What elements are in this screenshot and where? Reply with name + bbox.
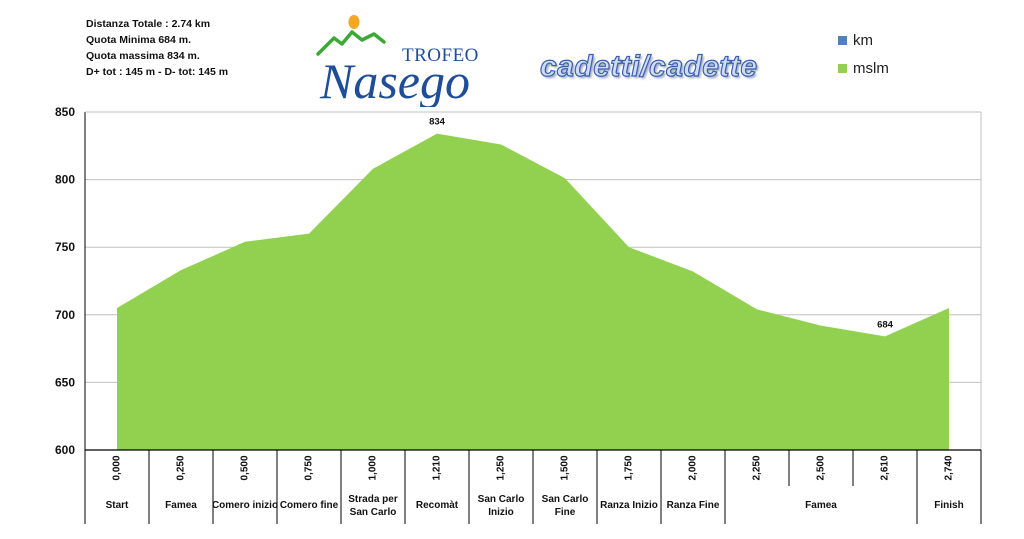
info-elevation-gain: D+ tot : 145 m - D- tot: 145 m: [86, 66, 229, 78]
logo-trofeo-text: TROFEO: [402, 45, 479, 66]
place-label: Famea: [165, 500, 197, 511]
place-label: Comero fine: [280, 500, 339, 511]
legend-item-km: km: [838, 26, 889, 54]
place-label: San Carlo Fine: [542, 494, 589, 518]
x-tick-label: 1,750: [624, 455, 635, 480]
place-label: Comero inizio: [212, 500, 278, 511]
place-label: Start: [106, 500, 129, 511]
y-tick-label: 800: [55, 173, 75, 187]
x-tick-label: 2,740: [944, 455, 955, 480]
place-label: Famea: [805, 500, 837, 511]
legend-swatch-mslm: [838, 63, 847, 73]
data-label: 834: [429, 117, 446, 128]
x-tick-label: 2,610: [880, 455, 891, 480]
place-label: Finish: [934, 500, 963, 511]
x-tick-label: 0,750: [304, 455, 315, 480]
legend: km mslm: [838, 26, 889, 82]
y-tick-label: 600: [55, 443, 75, 457]
info-distance: Distanza Totale : 2.74 km: [86, 18, 211, 30]
y-tick-label: 750: [55, 240, 75, 254]
info-max-altitude: Quota massima 834 m.: [86, 50, 200, 62]
x-tick-label: 1,250: [496, 455, 507, 480]
x-tick-label: 1,000: [368, 455, 379, 480]
y-tick-label: 700: [55, 308, 75, 322]
legend-swatch-km: [838, 35, 847, 45]
legend-label-km: km: [853, 31, 873, 49]
logo-sun-icon: [348, 15, 360, 29]
place-label: Strada per San Carlo: [348, 494, 398, 518]
legend-item-mslm: mslm: [838, 54, 889, 82]
x-tick-label: 2,000: [688, 455, 699, 480]
x-tick-label: 2,250: [752, 455, 763, 480]
x-tick-label: 2,500: [816, 455, 827, 480]
trofeo-nasego-logo: Nasego: [316, 15, 470, 107]
logo-wordmark: Nasego: [319, 53, 470, 107]
x-tick-label: 1,500: [560, 455, 571, 480]
y-tick-label: 850: [55, 105, 75, 119]
place-label: San Carlo Inizio: [478, 494, 525, 518]
logo-hills-icon: [316, 30, 386, 56]
x-tick-label: 0,250: [176, 455, 187, 480]
y-tick-label: 650: [55, 375, 75, 389]
x-tick-label: 0,500: [240, 455, 251, 480]
place-label: Ranza Fine: [667, 500, 720, 511]
elevation-area: [117, 133, 949, 450]
legend-label-mslm: mslm: [853, 59, 889, 77]
place-label: Ranza Inizio: [600, 500, 658, 511]
x-tick-label: 1,210: [432, 455, 443, 480]
x-tick-label: 0,000: [112, 455, 123, 480]
info-min-altitude: Quota Minima 684 m.: [86, 34, 192, 46]
data-label: 684: [877, 319, 894, 330]
place-label: Recomàt: [416, 500, 459, 511]
chart-subtitle: cadetti/cadette: [539, 49, 758, 83]
race-info: Distanza Totale : 2.74 km Quota Minima 6…: [86, 16, 228, 80]
